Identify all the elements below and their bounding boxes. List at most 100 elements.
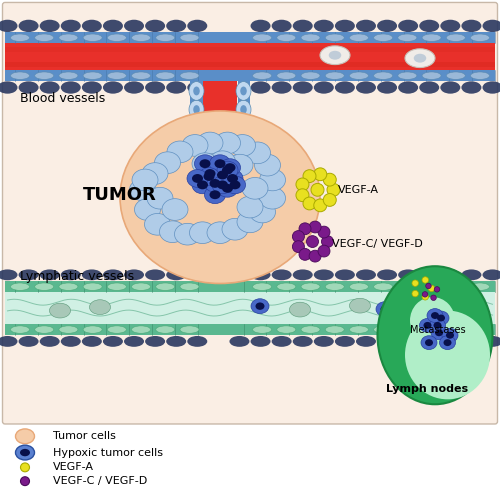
Ellipse shape xyxy=(299,223,311,235)
Ellipse shape xyxy=(222,166,233,175)
Bar xyxy=(5,62,495,67)
Ellipse shape xyxy=(309,221,321,233)
Ellipse shape xyxy=(250,20,270,32)
Ellipse shape xyxy=(192,153,218,175)
Ellipse shape xyxy=(124,81,144,94)
Ellipse shape xyxy=(431,326,447,340)
Ellipse shape xyxy=(292,336,312,347)
Ellipse shape xyxy=(20,463,30,472)
Ellipse shape xyxy=(482,20,500,32)
Ellipse shape xyxy=(0,20,18,32)
Ellipse shape xyxy=(320,46,350,65)
Ellipse shape xyxy=(322,236,334,247)
Ellipse shape xyxy=(192,174,203,183)
Ellipse shape xyxy=(61,336,81,347)
Ellipse shape xyxy=(222,184,233,193)
Ellipse shape xyxy=(301,72,320,79)
Ellipse shape xyxy=(124,269,144,280)
Ellipse shape xyxy=(356,269,376,280)
Ellipse shape xyxy=(292,269,312,280)
Ellipse shape xyxy=(377,81,397,94)
Ellipse shape xyxy=(0,81,18,94)
Ellipse shape xyxy=(377,269,397,280)
Ellipse shape xyxy=(378,266,492,404)
Ellipse shape xyxy=(50,303,70,318)
Ellipse shape xyxy=(132,169,158,191)
Ellipse shape xyxy=(442,328,458,342)
Ellipse shape xyxy=(162,199,188,220)
Ellipse shape xyxy=(210,257,215,265)
Ellipse shape xyxy=(272,269,291,280)
Ellipse shape xyxy=(350,34,368,41)
Ellipse shape xyxy=(182,135,208,156)
Ellipse shape xyxy=(252,72,272,79)
Ellipse shape xyxy=(0,269,18,280)
Ellipse shape xyxy=(217,180,228,189)
Ellipse shape xyxy=(314,199,327,212)
Ellipse shape xyxy=(210,155,231,173)
Ellipse shape xyxy=(301,283,320,290)
Ellipse shape xyxy=(434,322,442,329)
Ellipse shape xyxy=(446,326,466,333)
Ellipse shape xyxy=(256,302,264,310)
Ellipse shape xyxy=(0,336,18,347)
Ellipse shape xyxy=(103,20,123,32)
Bar xyxy=(238,81,250,138)
Ellipse shape xyxy=(160,221,186,243)
Ellipse shape xyxy=(204,186,226,204)
Bar xyxy=(207,232,218,281)
Ellipse shape xyxy=(277,283,296,290)
Ellipse shape xyxy=(250,201,276,223)
Ellipse shape xyxy=(83,326,102,333)
Ellipse shape xyxy=(422,283,441,290)
Ellipse shape xyxy=(272,20,291,32)
Ellipse shape xyxy=(166,81,186,94)
Ellipse shape xyxy=(237,211,263,233)
Ellipse shape xyxy=(292,20,312,32)
Ellipse shape xyxy=(335,269,355,280)
Ellipse shape xyxy=(180,326,199,333)
Ellipse shape xyxy=(422,294,428,300)
Ellipse shape xyxy=(180,34,199,41)
Ellipse shape xyxy=(189,81,204,101)
Ellipse shape xyxy=(427,309,443,322)
Ellipse shape xyxy=(227,154,253,176)
Text: VEGF-A: VEGF-A xyxy=(338,185,378,195)
Ellipse shape xyxy=(225,248,230,256)
Ellipse shape xyxy=(430,318,446,332)
Ellipse shape xyxy=(421,336,437,350)
Ellipse shape xyxy=(236,100,251,119)
Ellipse shape xyxy=(220,159,240,176)
Ellipse shape xyxy=(377,336,397,347)
Ellipse shape xyxy=(224,176,246,194)
Ellipse shape xyxy=(398,336,418,347)
Ellipse shape xyxy=(103,269,123,280)
Ellipse shape xyxy=(145,269,165,280)
Ellipse shape xyxy=(193,87,200,96)
Ellipse shape xyxy=(420,318,436,332)
Ellipse shape xyxy=(120,111,320,283)
Ellipse shape xyxy=(132,326,150,333)
Ellipse shape xyxy=(197,132,223,154)
Ellipse shape xyxy=(405,49,435,68)
Ellipse shape xyxy=(422,292,428,297)
Ellipse shape xyxy=(204,172,214,181)
Ellipse shape xyxy=(424,322,432,329)
Ellipse shape xyxy=(414,54,426,63)
Ellipse shape xyxy=(419,20,439,32)
Ellipse shape xyxy=(61,20,81,32)
Ellipse shape xyxy=(356,336,376,347)
Ellipse shape xyxy=(419,336,439,347)
Bar xyxy=(222,232,233,281)
Ellipse shape xyxy=(398,20,418,32)
Ellipse shape xyxy=(431,295,436,300)
Ellipse shape xyxy=(204,175,226,192)
Ellipse shape xyxy=(250,81,270,94)
Text: Tumor cells: Tumor cells xyxy=(52,431,116,441)
Ellipse shape xyxy=(103,336,123,347)
Ellipse shape xyxy=(425,339,433,346)
Ellipse shape xyxy=(217,161,238,179)
Ellipse shape xyxy=(277,72,296,79)
Ellipse shape xyxy=(277,326,296,333)
Bar xyxy=(5,281,495,292)
